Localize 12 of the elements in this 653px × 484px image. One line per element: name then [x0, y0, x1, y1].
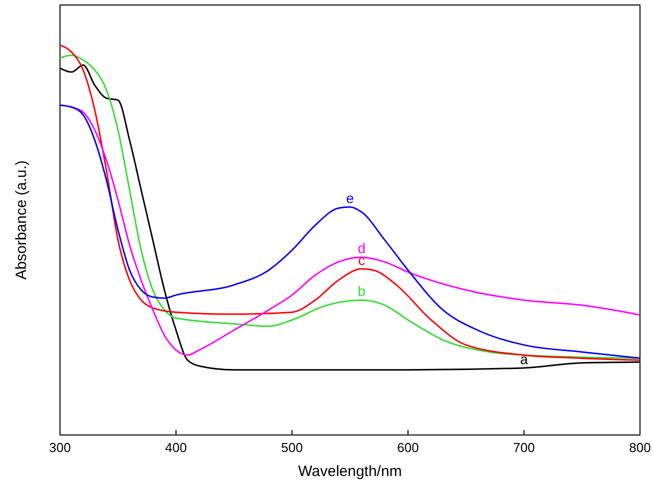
- x-tick-label: 800: [629, 440, 651, 456]
- x-tick-label: 300: [49, 440, 71, 456]
- y-axis-title: Absorbance (a.u.): [13, 160, 30, 280]
- series-label: b: [358, 283, 366, 300]
- series-label: e: [346, 190, 354, 206]
- series-label: d: [358, 240, 366, 256]
- x-tick-label: 700: [513, 440, 535, 456]
- x-tick-label: 500: [281, 440, 303, 456]
- series-label: a: [520, 350, 528, 367]
- x-tick-label: 400: [165, 440, 187, 456]
- x-axis-title: Wavelength/nm: [298, 463, 402, 480]
- x-tick-label: 600: [397, 440, 419, 456]
